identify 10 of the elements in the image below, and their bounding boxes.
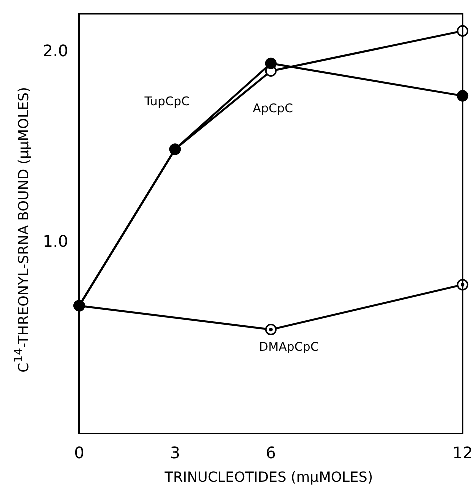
y-tick-label: 1.0 bbox=[42, 232, 68, 252]
x-tick-label: 0 bbox=[74, 444, 85, 463]
x-tick-label: 6 bbox=[266, 444, 276, 463]
series-label: ApCpC bbox=[253, 101, 294, 116]
x-tick-label: 3 bbox=[170, 444, 180, 463]
y-tick-label: 2.0 bbox=[42, 41, 68, 60]
series-label: DMApCpC bbox=[259, 340, 320, 354]
x-axis-title: TRINUCLEOTIDES (mμMOLES) bbox=[164, 470, 374, 486]
x-tick-label: 12 bbox=[452, 444, 473, 463]
series-label: TupCpC bbox=[144, 94, 190, 109]
